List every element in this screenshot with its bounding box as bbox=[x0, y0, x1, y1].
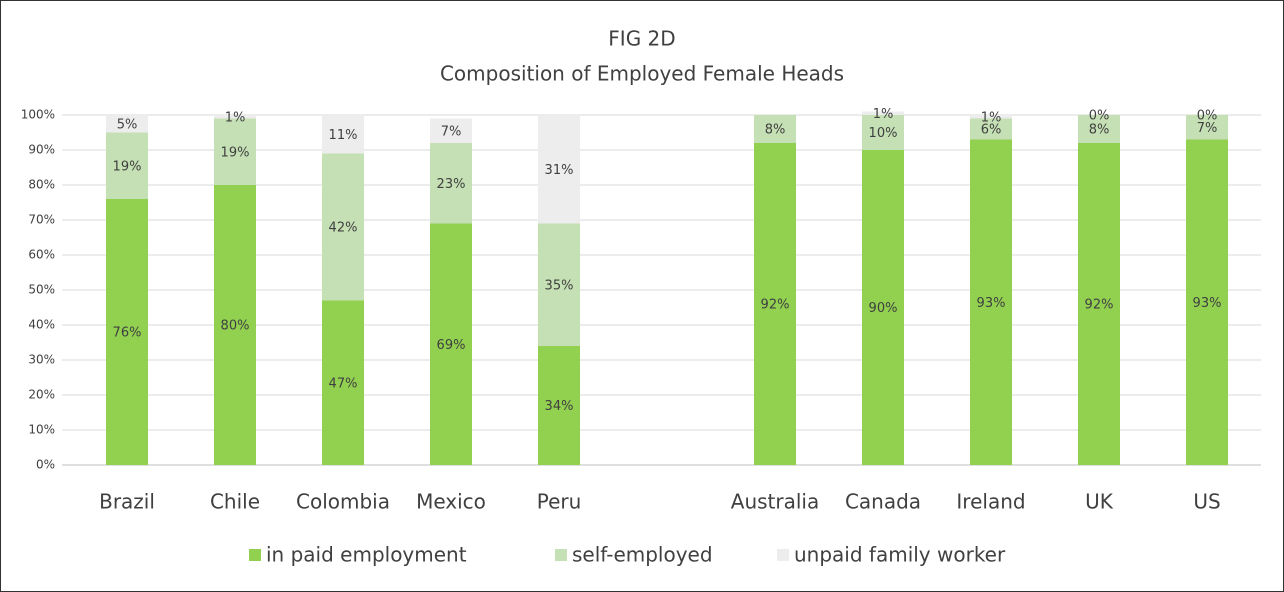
data-label: 93% bbox=[977, 296, 1006, 311]
bar-segment bbox=[430, 143, 472, 224]
y-tick-label: 30% bbox=[28, 353, 55, 367]
data-label: 90% bbox=[869, 301, 898, 316]
y-tick-label: 40% bbox=[28, 318, 55, 332]
data-label: 80% bbox=[221, 319, 250, 334]
data-label: 1% bbox=[873, 107, 894, 122]
x-tick-label: Australia bbox=[731, 490, 819, 514]
y-tick-label: 60% bbox=[28, 248, 55, 262]
bar-segment bbox=[322, 300, 364, 465]
bar-segment bbox=[214, 185, 256, 465]
bar-segment bbox=[970, 139, 1012, 465]
bar-segment bbox=[106, 199, 148, 465]
bar-segment bbox=[754, 115, 796, 143]
data-label: 7% bbox=[441, 124, 462, 139]
x-tick-label: Canada bbox=[845, 490, 921, 514]
bar-segment bbox=[106, 132, 148, 199]
x-tick-label: UK bbox=[1085, 490, 1114, 514]
data-label: 42% bbox=[329, 221, 358, 236]
bar-segment bbox=[430, 223, 472, 465]
data-label: 11% bbox=[329, 128, 358, 143]
data-label: 47% bbox=[329, 376, 358, 391]
data-label: 10% bbox=[869, 126, 898, 141]
legend-label: in paid employment bbox=[266, 543, 467, 567]
y-tick-label: 0% bbox=[36, 458, 55, 472]
x-tick-label: Peru bbox=[537, 490, 582, 514]
data-label: 92% bbox=[1085, 298, 1114, 313]
legend-swatch bbox=[249, 549, 261, 561]
data-label: 5% bbox=[117, 117, 138, 132]
x-tick-label: Brazil bbox=[99, 490, 155, 514]
chart-title: FIG 2D bbox=[608, 27, 675, 51]
data-label: 93% bbox=[1193, 296, 1222, 311]
data-label: 1% bbox=[981, 110, 1002, 125]
data-label: 19% bbox=[221, 145, 250, 160]
y-tick-label: 100% bbox=[21, 108, 55, 122]
data-label: 92% bbox=[761, 298, 790, 313]
bar-segment bbox=[862, 150, 904, 465]
bar-segment bbox=[214, 115, 256, 119]
bar-segment bbox=[538, 115, 580, 224]
legend-label: unpaid family worker bbox=[794, 543, 1006, 567]
data-label: 31% bbox=[545, 163, 574, 178]
bar-segment bbox=[538, 346, 580, 465]
x-tick-label: Ireland bbox=[956, 490, 1025, 514]
bar-segment bbox=[1186, 115, 1228, 140]
data-label: 0% bbox=[1197, 109, 1218, 124]
legend-label: self-employed bbox=[572, 543, 713, 567]
legend-swatch bbox=[555, 549, 567, 561]
bar-segment bbox=[1186, 139, 1228, 465]
data-label: 1% bbox=[225, 110, 246, 125]
data-label: 7% bbox=[1197, 121, 1218, 136]
bar-segment bbox=[862, 115, 904, 150]
y-tick-label: 20% bbox=[28, 388, 55, 402]
bar-segment bbox=[970, 115, 1012, 119]
data-label: 76% bbox=[113, 326, 142, 341]
data-label: 34% bbox=[545, 399, 574, 414]
bar-segment bbox=[322, 115, 364, 154]
data-label: 8% bbox=[1089, 123, 1110, 138]
y-tick-label: 70% bbox=[28, 213, 55, 227]
data-label: 0% bbox=[1089, 109, 1110, 124]
chart-subtitle: Composition of Employed Female Heads bbox=[440, 62, 844, 86]
x-tick-label: Chile bbox=[210, 490, 260, 514]
bar-segment bbox=[970, 118, 1012, 140]
data-label: 23% bbox=[437, 177, 466, 192]
y-tick-label: 10% bbox=[28, 423, 55, 437]
x-tick-label: Mexico bbox=[416, 490, 486, 514]
data-label: 6% bbox=[981, 123, 1002, 138]
y-tick-label: 50% bbox=[28, 283, 55, 297]
bar-segment bbox=[322, 153, 364, 301]
data-label: 35% bbox=[545, 278, 574, 293]
legend-swatch bbox=[777, 549, 789, 561]
data-label: 69% bbox=[437, 338, 466, 353]
bar-segment bbox=[1078, 115, 1120, 143]
x-tick-label: US bbox=[1193, 490, 1220, 514]
x-tick-label: Colombia bbox=[296, 490, 390, 514]
bar-segment bbox=[1078, 143, 1120, 465]
y-tick-label: 90% bbox=[28, 143, 55, 157]
bar-segment bbox=[538, 223, 580, 346]
data-label: 8% bbox=[765, 123, 786, 138]
data-label: 19% bbox=[113, 159, 142, 174]
bar-segment bbox=[754, 143, 796, 465]
bar-segment bbox=[214, 118, 256, 185]
bar-segment bbox=[862, 111, 904, 115]
y-tick-label: 80% bbox=[28, 178, 55, 192]
bar-segment bbox=[430, 118, 472, 143]
bar-segment bbox=[106, 115, 148, 133]
